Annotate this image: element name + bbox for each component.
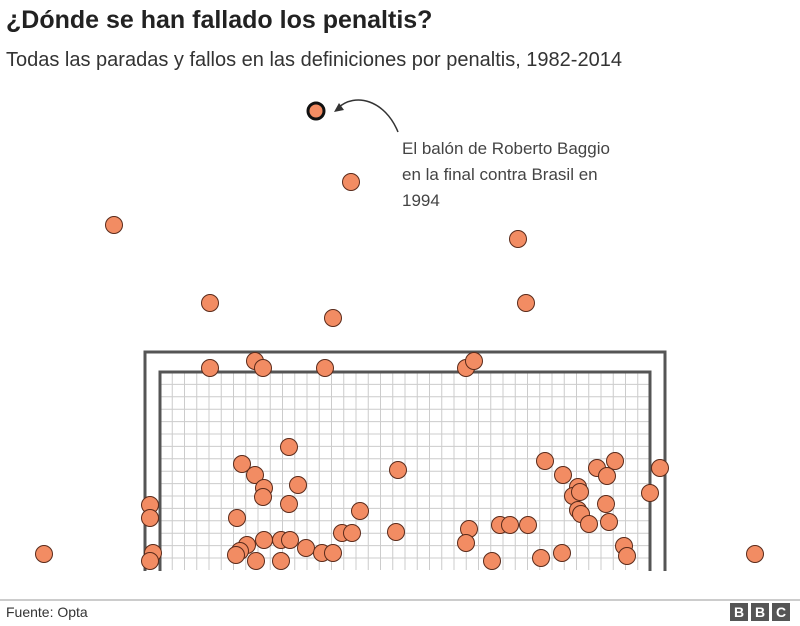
ball	[280, 495, 298, 513]
ball	[324, 544, 342, 562]
ball	[272, 552, 290, 570]
ball	[389, 461, 407, 479]
ball	[343, 524, 361, 542]
ground-mask	[0, 571, 800, 601]
chart-subtitle: Todas las paradas y fallos en las defini…	[6, 49, 622, 71]
ball	[342, 173, 360, 191]
ball	[618, 547, 636, 565]
ball	[105, 216, 123, 234]
ball	[554, 466, 572, 484]
ball	[465, 352, 483, 370]
ball	[553, 544, 571, 562]
ball	[246, 466, 264, 484]
ball	[281, 531, 299, 549]
ball	[483, 552, 501, 570]
ball	[324, 309, 342, 327]
ball	[457, 534, 475, 552]
ball	[233, 455, 251, 473]
ball	[597, 495, 615, 513]
source: Fuente: Opta	[6, 604, 88, 620]
ball	[351, 502, 369, 520]
ball	[509, 230, 527, 248]
logo-letter: C	[772, 603, 790, 621]
ball	[387, 523, 405, 541]
ball	[746, 545, 764, 563]
ball	[255, 531, 273, 549]
ball	[306, 101, 326, 121]
ball	[35, 545, 53, 563]
annotation: El balón de Roberto Baggio en la final c…	[402, 139, 610, 210]
logo-letter: B	[751, 603, 769, 621]
ball	[517, 294, 535, 312]
ball	[651, 459, 669, 477]
ball	[519, 516, 537, 534]
ball	[141, 509, 159, 527]
arrow-head	[334, 103, 344, 112]
ball	[532, 549, 550, 567]
chart-title: ¿Dónde se han fallado los penaltis?	[6, 6, 433, 34]
ball	[297, 539, 315, 557]
ball	[536, 452, 554, 470]
ball	[600, 513, 618, 531]
ball	[598, 467, 616, 485]
ball	[254, 359, 272, 377]
ball	[280, 438, 298, 456]
ball	[501, 516, 519, 534]
ball	[141, 552, 159, 570]
ball	[606, 452, 624, 470]
ball	[228, 509, 246, 527]
ball	[316, 359, 334, 377]
ball	[580, 515, 598, 533]
goal-net	[159, 371, 651, 570]
ball	[254, 488, 272, 506]
ball	[201, 359, 219, 377]
logo-letter: B	[730, 603, 748, 621]
ball	[571, 483, 589, 501]
ball	[289, 476, 307, 494]
ball	[201, 294, 219, 312]
ball	[247, 552, 265, 570]
ball	[641, 484, 659, 502]
annotation-arrow	[337, 99, 399, 133]
ball	[227, 546, 245, 564]
points	[35, 101, 764, 570]
